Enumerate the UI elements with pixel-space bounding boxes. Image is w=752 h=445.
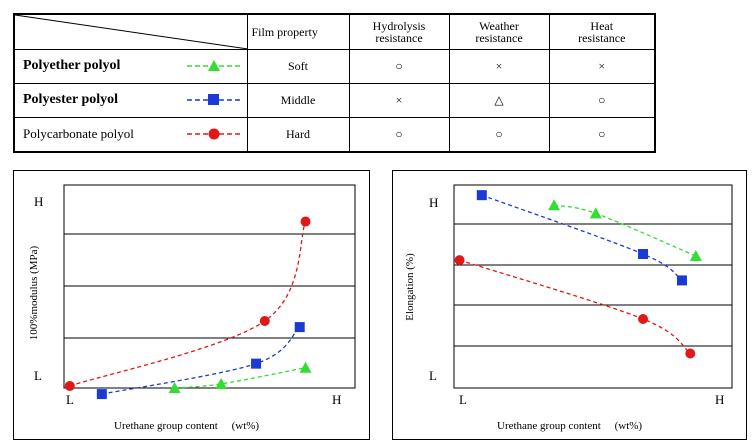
series-line — [101, 326, 301, 395]
data-point-triangle — [689, 250, 702, 262]
header-film-property: Film property — [246, 13, 350, 50]
data-point-triangle — [548, 199, 561, 211]
film-value: Middle — [246, 82, 350, 118]
weather-mark: △ — [448, 82, 550, 118]
legend-square-line — [186, 94, 241, 106]
data-point-square — [476, 190, 487, 201]
data-point-circle — [300, 216, 311, 227]
y-high-label: H — [429, 195, 438, 210]
table-row: Polyether polyol Soft ○ × × — [13, 49, 656, 84]
data-point-square — [251, 358, 262, 369]
weather-mark: × — [448, 49, 550, 84]
data-point-triangle — [299, 361, 312, 373]
corner-diagonal — [15, 15, 248, 49]
y-axis-label: Elongation (%) — [404, 253, 416, 321]
modulus-chart-panel: H L L H Urethane group content (wt%) 100%modu… — [13, 170, 370, 440]
x-axis-label: Urethane group content (wt%) — [497, 420, 642, 432]
header-hydrolysis: Hydrolysis resistance — [348, 13, 450, 50]
hydrolysis-mark: × — [348, 82, 450, 118]
row-name-cell: Polycarbonate polyol — [13, 116, 248, 153]
x-low-label: L — [66, 392, 74, 407]
row-name: Polyester polyol — [23, 92, 119, 108]
y-axis-label: 100%modulus (MPa) — [28, 245, 40, 340]
series-line — [69, 221, 307, 387]
series-line — [174, 367, 306, 389]
series-line — [459, 259, 691, 355]
data-point-circle — [259, 316, 270, 327]
x-high-label: H — [715, 392, 724, 407]
heat-mark: ○ — [548, 82, 656, 118]
series-line — [553, 204, 697, 257]
heat-mark: × — [548, 49, 656, 84]
series-line — [481, 194, 683, 281]
plot-frame — [453, 184, 733, 389]
film-value: Hard — [246, 116, 350, 153]
x-axis-label: Urethane group content (wt%) — [114, 420, 259, 432]
row-name-cell: Polyester polyol — [13, 82, 248, 118]
weather-mark: ○ — [448, 116, 550, 153]
data-point-square — [676, 275, 687, 286]
data-point-triangle — [168, 382, 181, 393]
table-row: Polyester polyol Middle × △ ○ — [13, 82, 656, 118]
corner-cell — [13, 13, 248, 50]
modulus-chart: H L L H Urethane group content (wt%) 100%modu… — [28, 184, 356, 432]
comparison-table: Film property Hydrolysis resistance Weat… — [13, 13, 656, 153]
data-point-circle — [685, 348, 696, 359]
elongation-chart: H L L H Urethane group content (wt%) Elongati… — [404, 184, 733, 432]
data-point-triangle — [589, 207, 602, 219]
y-high-label: H — [34, 194, 43, 209]
y-low-label: L — [34, 368, 42, 383]
header-heat: Heat resistance — [548, 13, 656, 50]
row-name-cell: Polyether polyol — [13, 49, 248, 84]
table-row: Polycarbonate polyol Hard ○ ○ ○ — [13, 116, 656, 153]
data-point-circle — [638, 313, 649, 324]
data-point-square — [638, 249, 649, 260]
legend-triangle-line — [186, 60, 241, 72]
data-point-triangle — [215, 377, 228, 389]
data-point-circle — [64, 380, 75, 391]
header-weather: Weather resistance — [448, 13, 550, 50]
film-value: Soft — [246, 49, 350, 84]
data-point-circle — [454, 255, 465, 266]
row-name: Polyether polyol — [23, 58, 121, 74]
legend-circle-line — [186, 128, 241, 140]
hydrolysis-mark: ○ — [348, 49, 450, 84]
data-point-square — [294, 322, 305, 333]
row-name: Polycarbonate polyol — [23, 126, 134, 142]
data-point-square — [96, 389, 107, 400]
y-low-label: L — [429, 368, 437, 383]
x-low-label: L — [459, 392, 467, 407]
elongation-chart-panel: H L L H Urethane group content (wt%) Elongati… — [392, 170, 747, 440]
hydrolysis-mark: ○ — [348, 116, 450, 153]
x-high-label: H — [332, 392, 341, 407]
heat-mark: ○ — [548, 116, 656, 153]
